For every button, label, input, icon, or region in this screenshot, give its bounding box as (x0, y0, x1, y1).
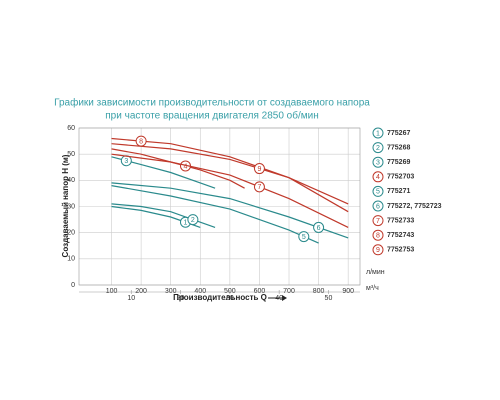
legend-marker-label: 6 (376, 203, 380, 210)
x2-tick-label: 20 (177, 295, 185, 302)
x-tick-label: 300 (165, 288, 177, 295)
y-axis-title: Создаваемый напор H (м) (61, 154, 70, 257)
curve-marker-label: 9 (257, 166, 261, 173)
x-tick-label: 200 (135, 288, 147, 295)
legend-label: 775267 (387, 130, 410, 137)
legend-marker (372, 215, 384, 227)
curve-marker-label: 3 (124, 158, 128, 165)
curve-marker-label: 6 (317, 225, 321, 232)
x-tick-label: 900 (342, 288, 354, 295)
curve-marker (253, 181, 265, 193)
y-tick-label: 10 (67, 256, 75, 263)
chart-title: Графики зависимости производительности о… (54, 97, 370, 109)
legend-marker (372, 200, 384, 212)
curve-marker (187, 214, 199, 226)
y-tick-label: 30 (67, 203, 75, 210)
curve-marker-label: 4 (184, 163, 188, 170)
legend-marker (372, 142, 384, 154)
y-tick-label: 20 (67, 230, 75, 237)
legend-marker (372, 185, 384, 197)
legend-marker-label: 9 (376, 247, 380, 254)
legend-label: 7752703 (387, 174, 414, 181)
x2-tick-label: 40 (275, 295, 283, 302)
legend-label: 7752753 (387, 247, 414, 254)
legend-marker-label: 5 (376, 189, 380, 196)
curve (111, 143, 349, 205)
legend-marker-label: 3 (376, 160, 380, 167)
legend-marker-label: 2 (376, 145, 380, 152)
legend-marker (372, 156, 384, 168)
chart-title: при частоте вращения двигателя 2850 об/м… (105, 110, 318, 122)
curve-marker (253, 163, 265, 175)
x2-tick-label: 10 (127, 295, 135, 302)
plot-frame (78, 127, 361, 286)
legend-marker (372, 171, 384, 183)
legend-marker-label: 8 (376, 233, 380, 240)
x2-tick-label: 30 (226, 295, 234, 302)
curve-marker-label: 1 (184, 220, 188, 227)
curve (111, 182, 349, 239)
axis-arrow-head (282, 295, 287, 301)
legend-marker (372, 229, 384, 241)
legend-marker-label: 7 (376, 218, 380, 225)
legend-label: 7752743 (387, 232, 414, 239)
curve-marker-label: 2 (191, 217, 195, 224)
curve (111, 185, 319, 244)
x-tick-label: 700 (283, 288, 295, 295)
curve-marker-label: 5 (302, 234, 306, 241)
y-tick-label: 0 (71, 282, 75, 289)
legend-label: 775271 (387, 188, 410, 195)
legend-marker-label: 1 (376, 130, 380, 137)
y-tick-label: 40 (67, 177, 75, 184)
legend-marker (372, 244, 384, 256)
legend-label: 775272, 7752723 (387, 203, 442, 210)
legend-label: 775268 (387, 144, 410, 151)
curve-marker (313, 221, 325, 233)
y-tick-label: 50 (67, 151, 75, 158)
x-tick-label: 100 (106, 288, 118, 295)
x-unit: л/мин (366, 269, 385, 276)
curve-marker-label: 8 (139, 138, 143, 145)
x-axis-title: Производительность Q (173, 293, 267, 302)
y-tick-label: 60 (67, 125, 75, 132)
x2-tick-label: 50 (325, 295, 333, 302)
curve (111, 148, 245, 189)
curve (111, 153, 349, 228)
legend-label: 775269 (387, 159, 410, 166)
curve-marker (298, 231, 310, 243)
x-tick-label: 400 (194, 288, 206, 295)
x2-unit: м³/ч (366, 285, 379, 292)
curve-marker-label: 7 (257, 184, 261, 191)
x-tick-label: 800 (313, 288, 325, 295)
legend-marker-label: 4 (376, 174, 380, 181)
x-tick-label: 600 (254, 288, 266, 295)
legend-label: 7752733 (387, 217, 414, 224)
curve (111, 137, 349, 213)
legend-marker (372, 127, 384, 139)
